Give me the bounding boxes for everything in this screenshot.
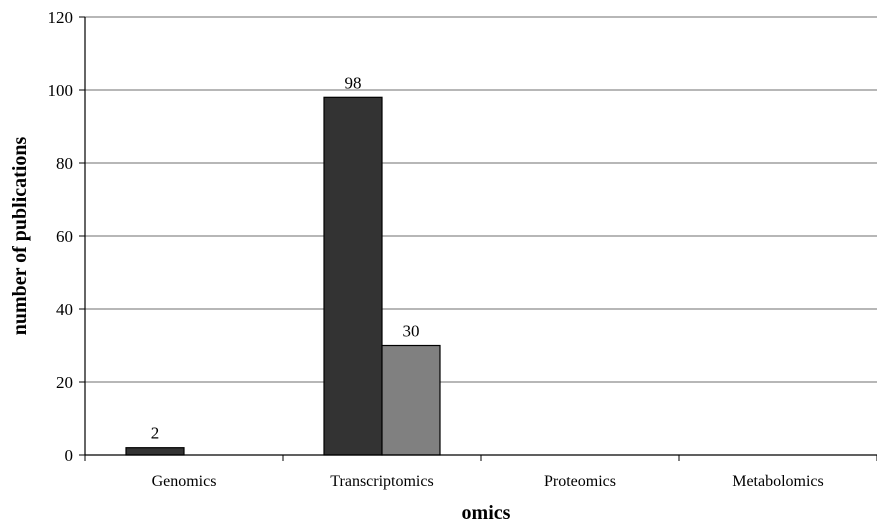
bar-series1-genomics xyxy=(125,447,185,456)
y-tick-label: 20 xyxy=(56,373,73,392)
y-tick-label: 0 xyxy=(65,446,74,465)
y-tick-label: 100 xyxy=(48,81,74,100)
data-label: 30 xyxy=(403,322,420,341)
y-tick-label: 40 xyxy=(56,300,73,319)
x-category-labels: Genomics Transcriptomics Proteomics Metabol… xyxy=(152,473,824,490)
data-label: 2 xyxy=(151,424,160,443)
x-category-label: Transcriptomics xyxy=(330,473,433,490)
data-labels: 2 98 30 xyxy=(151,73,420,442)
axes xyxy=(79,16,877,461)
x-category-label: Genomics xyxy=(152,473,217,490)
y-tick-label: 80 xyxy=(56,154,73,173)
x-axis-title: omics xyxy=(462,502,511,524)
bar-series1-transcriptomics xyxy=(323,96,383,456)
x-category-label: Proteomics xyxy=(544,473,616,490)
y-tick-label: 120 xyxy=(48,8,74,27)
bars xyxy=(125,96,441,456)
gridlines xyxy=(85,16,877,383)
data-label: 98 xyxy=(345,73,362,92)
y-tick-label: 60 xyxy=(56,227,73,246)
bar-series2-transcriptomics xyxy=(381,344,441,456)
y-axis-title: number of publications xyxy=(9,137,31,336)
x-category-label: Metabolomics xyxy=(732,473,824,490)
y-tick-labels: 0 20 40 60 80 100 120 xyxy=(48,8,74,465)
